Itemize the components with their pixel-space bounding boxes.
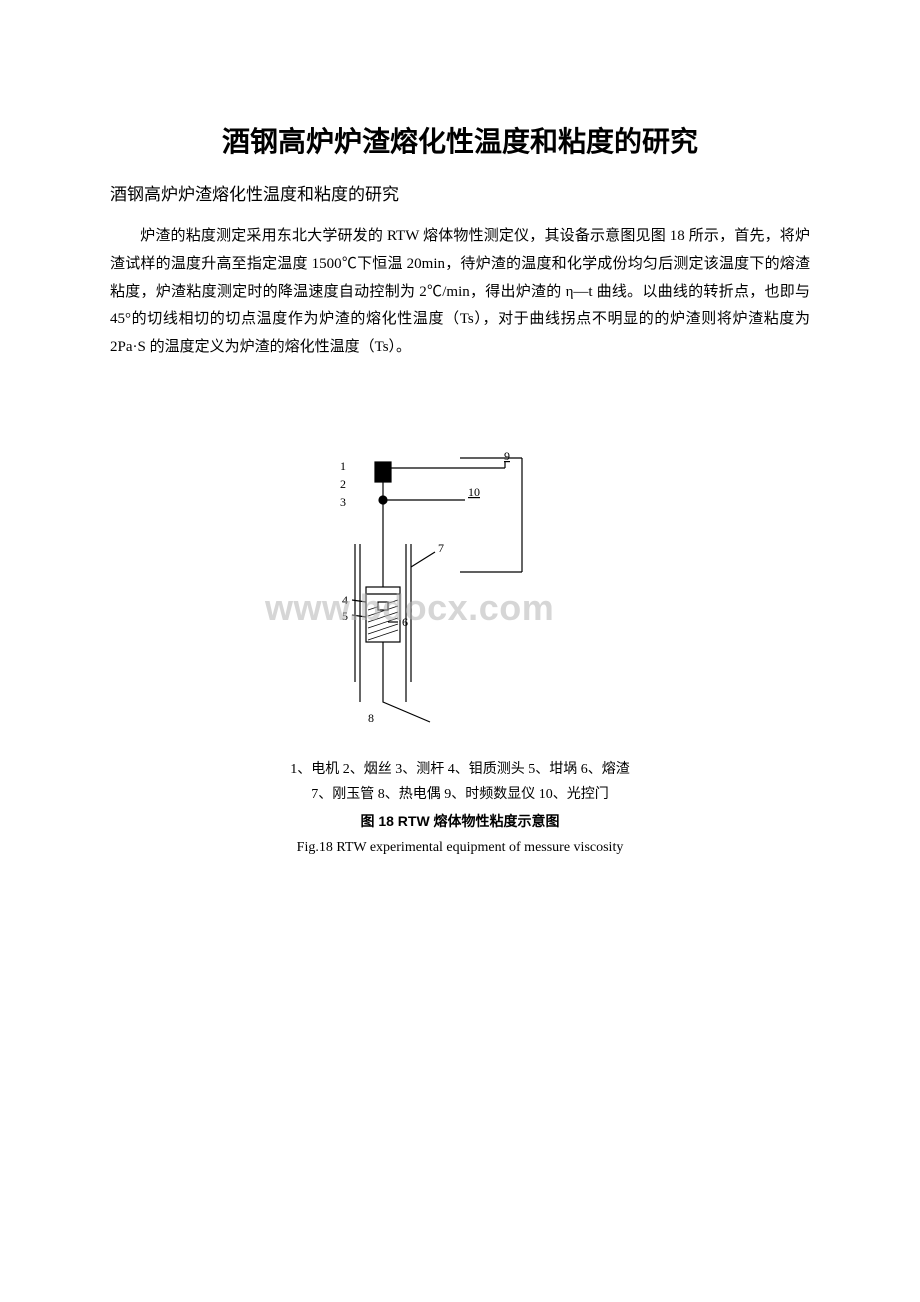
diagram-label-1: 1 bbox=[340, 459, 346, 473]
subtitle: 酒钢高炉炉渣熔化性温度和粘度的研究 bbox=[110, 180, 810, 205]
diagram-label-5: 5 bbox=[342, 609, 348, 623]
diagram-label-2: 2 bbox=[340, 477, 346, 491]
figure-caption-zh: 图 18 RTW 熔体物性粘度示意图 bbox=[110, 811, 810, 831]
figure-legend-1: 1、电机 2、烟丝 3、测杆 4、钼质测头 5、坩埚 6、熔渣 bbox=[110, 757, 810, 782]
diagram-label-10: 10 bbox=[468, 485, 480, 499]
apparatus-diagram: 1 2 3 4 5 6 7 8 9 10 bbox=[260, 452, 660, 752]
page-title: 酒钢高炉炉渣熔化性温度和粘度的研究 bbox=[110, 120, 810, 160]
figure-block: 1 2 3 4 5 6 7 8 9 10 www.bdocx.com 1、电机 … bbox=[110, 452, 810, 861]
diagram-label-3: 3 bbox=[340, 495, 346, 509]
diagram-label-6: 6 bbox=[402, 615, 408, 629]
diagram-label-7: 7 bbox=[438, 541, 444, 555]
body-text-content: 炉渣的粘度测定采用东北大学研发的 RTW 熔体物性测定仪，其设备示意图见图 18… bbox=[110, 228, 810, 355]
body-paragraph: 炉渣的粘度测定采用东北大学研发的 RTW 熔体物性测定仪，其设备示意图见图 18… bbox=[110, 223, 810, 362]
diagram-label-9: 9 bbox=[504, 452, 510, 463]
figure-caption-en: Fig.18 RTW experimental equipment of mes… bbox=[110, 835, 810, 860]
diagram-label-8: 8 bbox=[368, 711, 374, 725]
document-page: 酒钢高炉炉渣熔化性温度和粘度的研究 酒钢高炉炉渣熔化性温度和粘度的研究 炉渣的粘… bbox=[0, 0, 920, 1060]
diagram-label-4: 4 bbox=[342, 593, 348, 607]
figure-legend-2: 7、刚玉管 8、热电偶 9、时频数显仪 10、光控门 bbox=[110, 782, 810, 807]
diagram-wrap: 1 2 3 4 5 6 7 8 9 10 www.bdocx.com bbox=[260, 452, 660, 757]
